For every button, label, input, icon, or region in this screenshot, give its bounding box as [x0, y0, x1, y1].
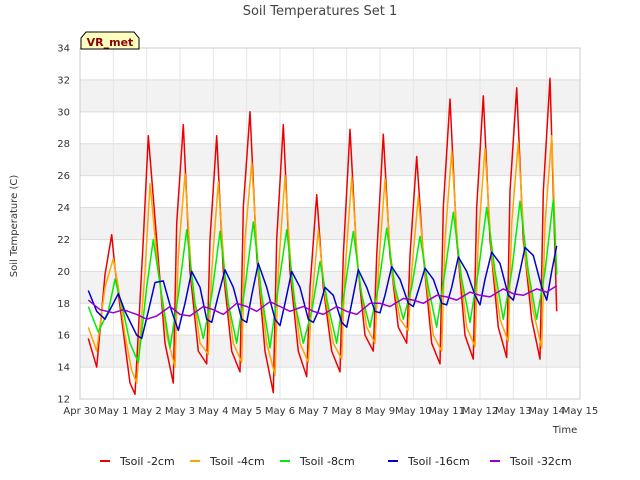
x-tick-label: May 7 [298, 406, 328, 417]
site-badge: VR_met [80, 31, 140, 50]
x-tick-label: May 1 [98, 406, 128, 417]
plot-band [80, 143, 580, 176]
series-line-tsoil-4cm [87, 135, 558, 384]
legend-label-tsoil-32cm: Tsoil -32cm [509, 455, 572, 468]
series-line-tsoil-2cm [87, 77, 558, 395]
x-tick-label: May 4 [198, 406, 228, 417]
x-axis-title: Time [552, 425, 577, 436]
x-tick-label: May 14 [528, 406, 565, 417]
legend-label-tsoil-4cm: Tsoil -4cm [209, 455, 265, 468]
y-tick-label: 32 [57, 75, 70, 86]
y-tick-label: 30 [57, 107, 70, 118]
x-tick-label: May 10 [395, 406, 432, 417]
legend-label-tsoil-2cm: Tsoil -2cm [119, 455, 175, 468]
plot-band [80, 271, 580, 304]
x-tick-label: May 11 [428, 406, 465, 417]
y-tick-label: 26 [57, 171, 70, 182]
x-tick-label: May 8 [332, 406, 362, 417]
y-tick-label: 34 [57, 44, 70, 55]
y-axis-title: Soil Temperature (C) [9, 175, 20, 278]
y-tick-labels: 12 14 16 18 20 22 24 26 28 30 32 34 [57, 44, 70, 406]
x-tick-label: May 5 [232, 406, 262, 417]
plot-band [80, 79, 580, 112]
legend-label-tsoil-8cm: Tsoil -8cm [299, 455, 355, 468]
badge-box [80, 31, 140, 50]
plot-frame [79, 47, 581, 400]
series-line-tsoil-16cm [87, 245, 558, 340]
series-line-tsoil-32cm [87, 285, 558, 320]
legend: Tsoil -2cm Tsoil -4cm Tsoil -8cm Tsoil -16c… [100, 455, 572, 468]
series-lines [87, 77, 558, 395]
badge-label: VR_met [87, 36, 134, 49]
x-tick-label: May 15 [562, 406, 599, 417]
x-tick-label: May 3 [165, 406, 195, 417]
y-tick-label: 14 [57, 363, 70, 374]
y-tick-label: 20 [57, 267, 70, 278]
x-tick-label: May 2 [132, 406, 162, 417]
y-tick-label: 12 [57, 395, 70, 406]
x-tick-label: Apr 30 [63, 406, 96, 417]
y-tick-label: 18 [57, 299, 70, 310]
x-tick-label: May 13 [495, 406, 532, 417]
y-tick-label: 28 [57, 139, 70, 150]
x-tick-label: May 12 [462, 406, 499, 417]
x-tick-label: May 6 [265, 406, 295, 417]
y-tick-label: 22 [57, 235, 70, 246]
chart-title: Soil Temperatures Set 1 [243, 4, 398, 19]
plot-band [80, 207, 580, 240]
legend-label-tsoil-16cm: Tsoil -16cm [407, 455, 470, 468]
y-tick-label: 16 [57, 331, 70, 342]
series-line-tsoil-8cm [87, 198, 558, 364]
x-tick-labels: Apr 30 May 1 May 2 May 3 May 4 May 5 May 6 May … [63, 406, 598, 417]
y-tick-label: 24 [57, 203, 70, 214]
plot-bands [80, 79, 580, 368]
x-tick-label: May 9 [365, 406, 395, 417]
